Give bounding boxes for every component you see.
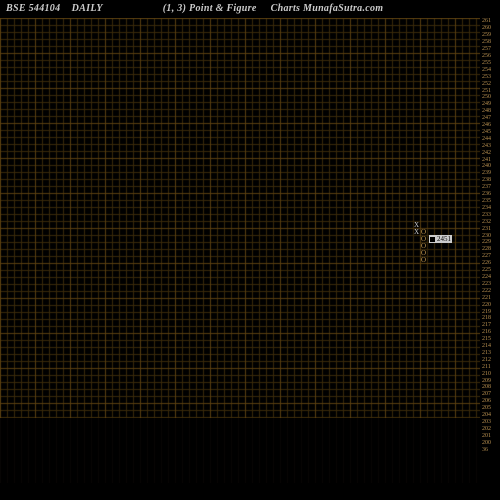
y-tick: 232 [482,218,498,225]
y-tick: 258 [482,39,498,46]
header-site: Charts MunafaSutra.com [271,3,384,14]
current-value-label: 2451 [429,235,452,243]
y-tick: 36 [482,446,498,453]
y-tick: 227 [482,253,498,260]
y-tick: 233 [482,211,498,218]
y-tick: 212 [482,356,498,363]
y-tick: 243 [482,142,498,149]
y-tick: 217 [482,322,498,329]
y-tick: 256 [482,53,498,60]
y-tick: 237 [482,184,498,191]
y-tick: 257 [482,46,498,53]
y-tick: 208 [482,384,498,391]
y-tick: 245 [482,129,498,136]
y-tick: 229 [482,239,498,246]
y-axis: 2612602592582572562552542532522512502492… [482,18,498,453]
y-tick: 247 [482,115,498,122]
y-tick: 223 [482,280,498,287]
label-square-icon [430,237,435,242]
y-tick: 253 [482,73,498,80]
y-tick: 228 [482,246,498,253]
y-tick: 219 [482,308,498,315]
y-tick: 202 [482,425,498,432]
bottom-strip [0,418,480,483]
pnf-o-icon: O [420,256,427,263]
y-tick: 207 [482,391,498,398]
chart-header: BSE 544104 DAILY (1, 3) Point & Figure C… [0,3,500,14]
pnf-column: XX [413,221,420,235]
y-tick: 240 [482,163,498,170]
header-chart-type: (1, 3) Point & Figure [163,3,257,14]
y-tick: 224 [482,274,498,281]
header-title-group: (1, 3) Point & Figure Charts MunafaSutra… [103,3,384,14]
y-tick: 222 [482,287,498,294]
y-tick: 259 [482,32,498,39]
header-symbol-group: BSE 544104 DAILY [0,3,103,14]
chart-container: BSE 544104 DAILY (1, 3) Point & Figure C… [0,0,500,500]
header-timeframe: DAILY [72,3,103,14]
y-tick: 252 [482,80,498,87]
y-tick: 211 [482,363,498,370]
header-symbol: BSE 544104 [6,3,60,14]
y-tick: 260 [482,25,498,32]
y-tick: 200 [482,439,498,446]
y-tick: 221 [482,294,498,301]
y-tick: 235 [482,198,498,205]
y-tick: 230 [482,232,498,239]
y-tick: 220 [482,301,498,308]
current-value-text: 2451 [437,235,451,243]
y-tick: 215 [482,336,498,343]
y-tick: 251 [482,87,498,94]
y-tick: 241 [482,156,498,163]
y-tick: 231 [482,225,498,232]
pnf-column: OOOOO [420,228,427,263]
y-tick: 238 [482,177,498,184]
y-tick: 249 [482,101,498,108]
y-tick: 218 [482,315,498,322]
y-tick: 234 [482,204,498,211]
grid-canvas [0,18,480,418]
y-tick: 244 [482,135,498,142]
y-tick: 248 [482,108,498,115]
y-tick: 246 [482,122,498,129]
y-tick: 213 [482,350,498,357]
y-tick: 205 [482,405,498,412]
y-tick: 206 [482,398,498,405]
y-tick: 255 [482,59,498,66]
y-tick: 214 [482,343,498,350]
y-tick: 242 [482,149,498,156]
y-tick: 201 [482,432,498,439]
y-tick: 226 [482,260,498,267]
pnf-x-icon: X [413,228,420,235]
y-tick: 216 [482,329,498,336]
y-tick: 261 [482,18,498,25]
y-tick: 250 [482,94,498,101]
y-tick: 254 [482,66,498,73]
y-tick: 209 [482,377,498,384]
y-tick: 210 [482,370,498,377]
y-tick: 236 [482,191,498,198]
plot-area: XXOOOOO 2451 [0,18,480,418]
y-tick: 225 [482,267,498,274]
y-tick: 204 [482,412,498,419]
y-tick: 239 [482,170,498,177]
y-tick: 203 [482,419,498,426]
